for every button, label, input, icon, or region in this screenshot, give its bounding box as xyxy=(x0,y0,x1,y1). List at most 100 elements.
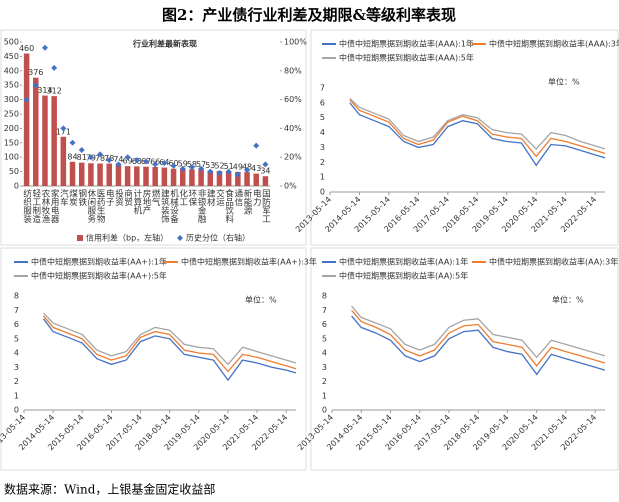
y2-tick-label: 100% xyxy=(284,38,307,47)
data-label: 314 xyxy=(37,86,52,95)
data-label: 34 xyxy=(260,167,270,176)
percentile-marker xyxy=(198,165,205,172)
bar xyxy=(69,161,76,186)
legend-label: 中债中短期票据到期收益率(AA+):5年 xyxy=(31,271,167,281)
y-tick-label: 4 xyxy=(14,349,19,358)
x-tick-label: 农林牧渔 xyxy=(40,188,50,223)
series-line xyxy=(351,315,606,376)
x-tick-label: 燃气 xyxy=(150,188,160,206)
y-tick-label: 450 xyxy=(4,52,19,61)
legend-label: 信用利差（bp，左轴） xyxy=(86,233,168,243)
bar xyxy=(244,172,250,186)
y-tick-label: 3 xyxy=(320,143,325,152)
y-tick-label: 250 xyxy=(4,110,19,119)
legend-label: 中债中短期票据到期收益率(AA):1年 xyxy=(339,257,468,267)
x-tick-label: 煤炭 xyxy=(68,188,78,207)
series-line xyxy=(351,309,606,367)
percentile-marker xyxy=(133,157,140,164)
percentile-marker xyxy=(23,96,30,103)
bar xyxy=(161,167,168,186)
y2-tick-label: 20% xyxy=(284,153,302,162)
y2-tick-label: 40% xyxy=(284,124,302,133)
percentile-marker xyxy=(179,165,186,172)
y-tick-label: 50 xyxy=(9,167,19,176)
data-label: 376 xyxy=(28,68,43,77)
percentile-marker xyxy=(161,159,168,166)
data-label: 43 xyxy=(251,164,261,173)
x-tick-label: 房地产 xyxy=(141,188,151,215)
data-label: 57 xyxy=(196,160,206,169)
x-tick-label: 非银金融 xyxy=(196,188,206,224)
data-label: 69 xyxy=(123,157,133,166)
percentile-marker xyxy=(225,168,232,175)
y-tick-label: 3 xyxy=(14,363,19,372)
percentile-marker xyxy=(115,161,122,168)
percentile-marker xyxy=(207,168,214,175)
bar xyxy=(253,173,259,186)
series-line xyxy=(349,102,606,167)
bar xyxy=(97,163,103,186)
series-line xyxy=(349,99,606,158)
bar xyxy=(124,166,131,186)
bar xyxy=(170,168,177,186)
percentile-marker xyxy=(262,161,269,168)
y-tick-label: 1 xyxy=(14,391,19,400)
bar xyxy=(42,95,48,186)
y-tick-label: 5 xyxy=(322,334,327,343)
x-tick-label: 环保 xyxy=(187,189,197,207)
percentile-marker xyxy=(32,82,39,89)
legend-swatch xyxy=(77,235,83,241)
x-tick-label: 国防军工 xyxy=(260,189,270,223)
percentile-marker xyxy=(234,171,241,178)
legend-label: 中债中短期票据到期收益率(AA+):1年 xyxy=(31,257,167,267)
y-tick-label: 4 xyxy=(320,128,325,137)
data-label: 171 xyxy=(56,127,71,136)
percentile-marker xyxy=(69,139,76,146)
bar xyxy=(134,166,140,186)
bar xyxy=(60,136,67,186)
legend-label: 中债中短期票据到期收益率(AAA):5年 xyxy=(339,53,474,63)
x-tick-label: 投资 xyxy=(113,188,123,207)
percentile-marker xyxy=(244,167,251,174)
series-line xyxy=(349,97,606,150)
bar xyxy=(216,171,223,186)
percentile-marker xyxy=(124,154,131,161)
y-tick-label: 0 xyxy=(14,182,19,191)
x-tick-label: 纺织服装 xyxy=(22,188,32,224)
x-tick-label: 商贸 xyxy=(123,188,133,207)
y-tick-label: 300 xyxy=(4,95,19,104)
y-tick-label: 6 xyxy=(322,320,327,329)
y-tick-label: 0 xyxy=(14,406,19,415)
x-tick-label: 电子 xyxy=(104,188,114,206)
y-tick-label: 500 xyxy=(4,38,19,47)
data-label: 49 xyxy=(233,162,243,171)
bar xyxy=(51,96,57,186)
data-label: 52 xyxy=(214,162,224,171)
bar xyxy=(106,163,113,186)
y-tick-label: 1 xyxy=(320,173,325,182)
legend-label: 中债中短期票据到期收益率(AA):3年 xyxy=(489,257,618,267)
legend-label: 中债中短期票据到期收益率(AA):5年 xyxy=(339,271,468,281)
bar xyxy=(225,171,232,186)
y-tick-label: 2 xyxy=(322,377,327,386)
y-tick-label: 3 xyxy=(322,363,327,372)
annotation: 单位：% xyxy=(552,295,584,305)
panel xyxy=(0,247,307,471)
bar xyxy=(207,170,214,186)
y-tick-label: 1 xyxy=(322,391,327,400)
y2-tick-label: 80% xyxy=(284,66,302,75)
y-tick-label: 100 xyxy=(4,153,19,162)
bar xyxy=(88,163,94,186)
x-tick-label: 化工 xyxy=(178,188,188,206)
y-tick-label: 0 xyxy=(320,188,325,197)
series-line xyxy=(351,305,606,359)
percentile-marker xyxy=(170,162,177,169)
y2-tick-label: 60% xyxy=(284,95,302,104)
series-line xyxy=(43,315,297,373)
annotation: 单位：% xyxy=(548,77,580,87)
data-label: 312 xyxy=(47,87,62,96)
legend-label: 中债中短期票据到期收益率(AAA):1年 xyxy=(339,39,474,49)
x-tick-label: 交运 xyxy=(214,188,224,207)
source: 数据来源：Wind，上银基金固定收益部 xyxy=(4,482,215,497)
